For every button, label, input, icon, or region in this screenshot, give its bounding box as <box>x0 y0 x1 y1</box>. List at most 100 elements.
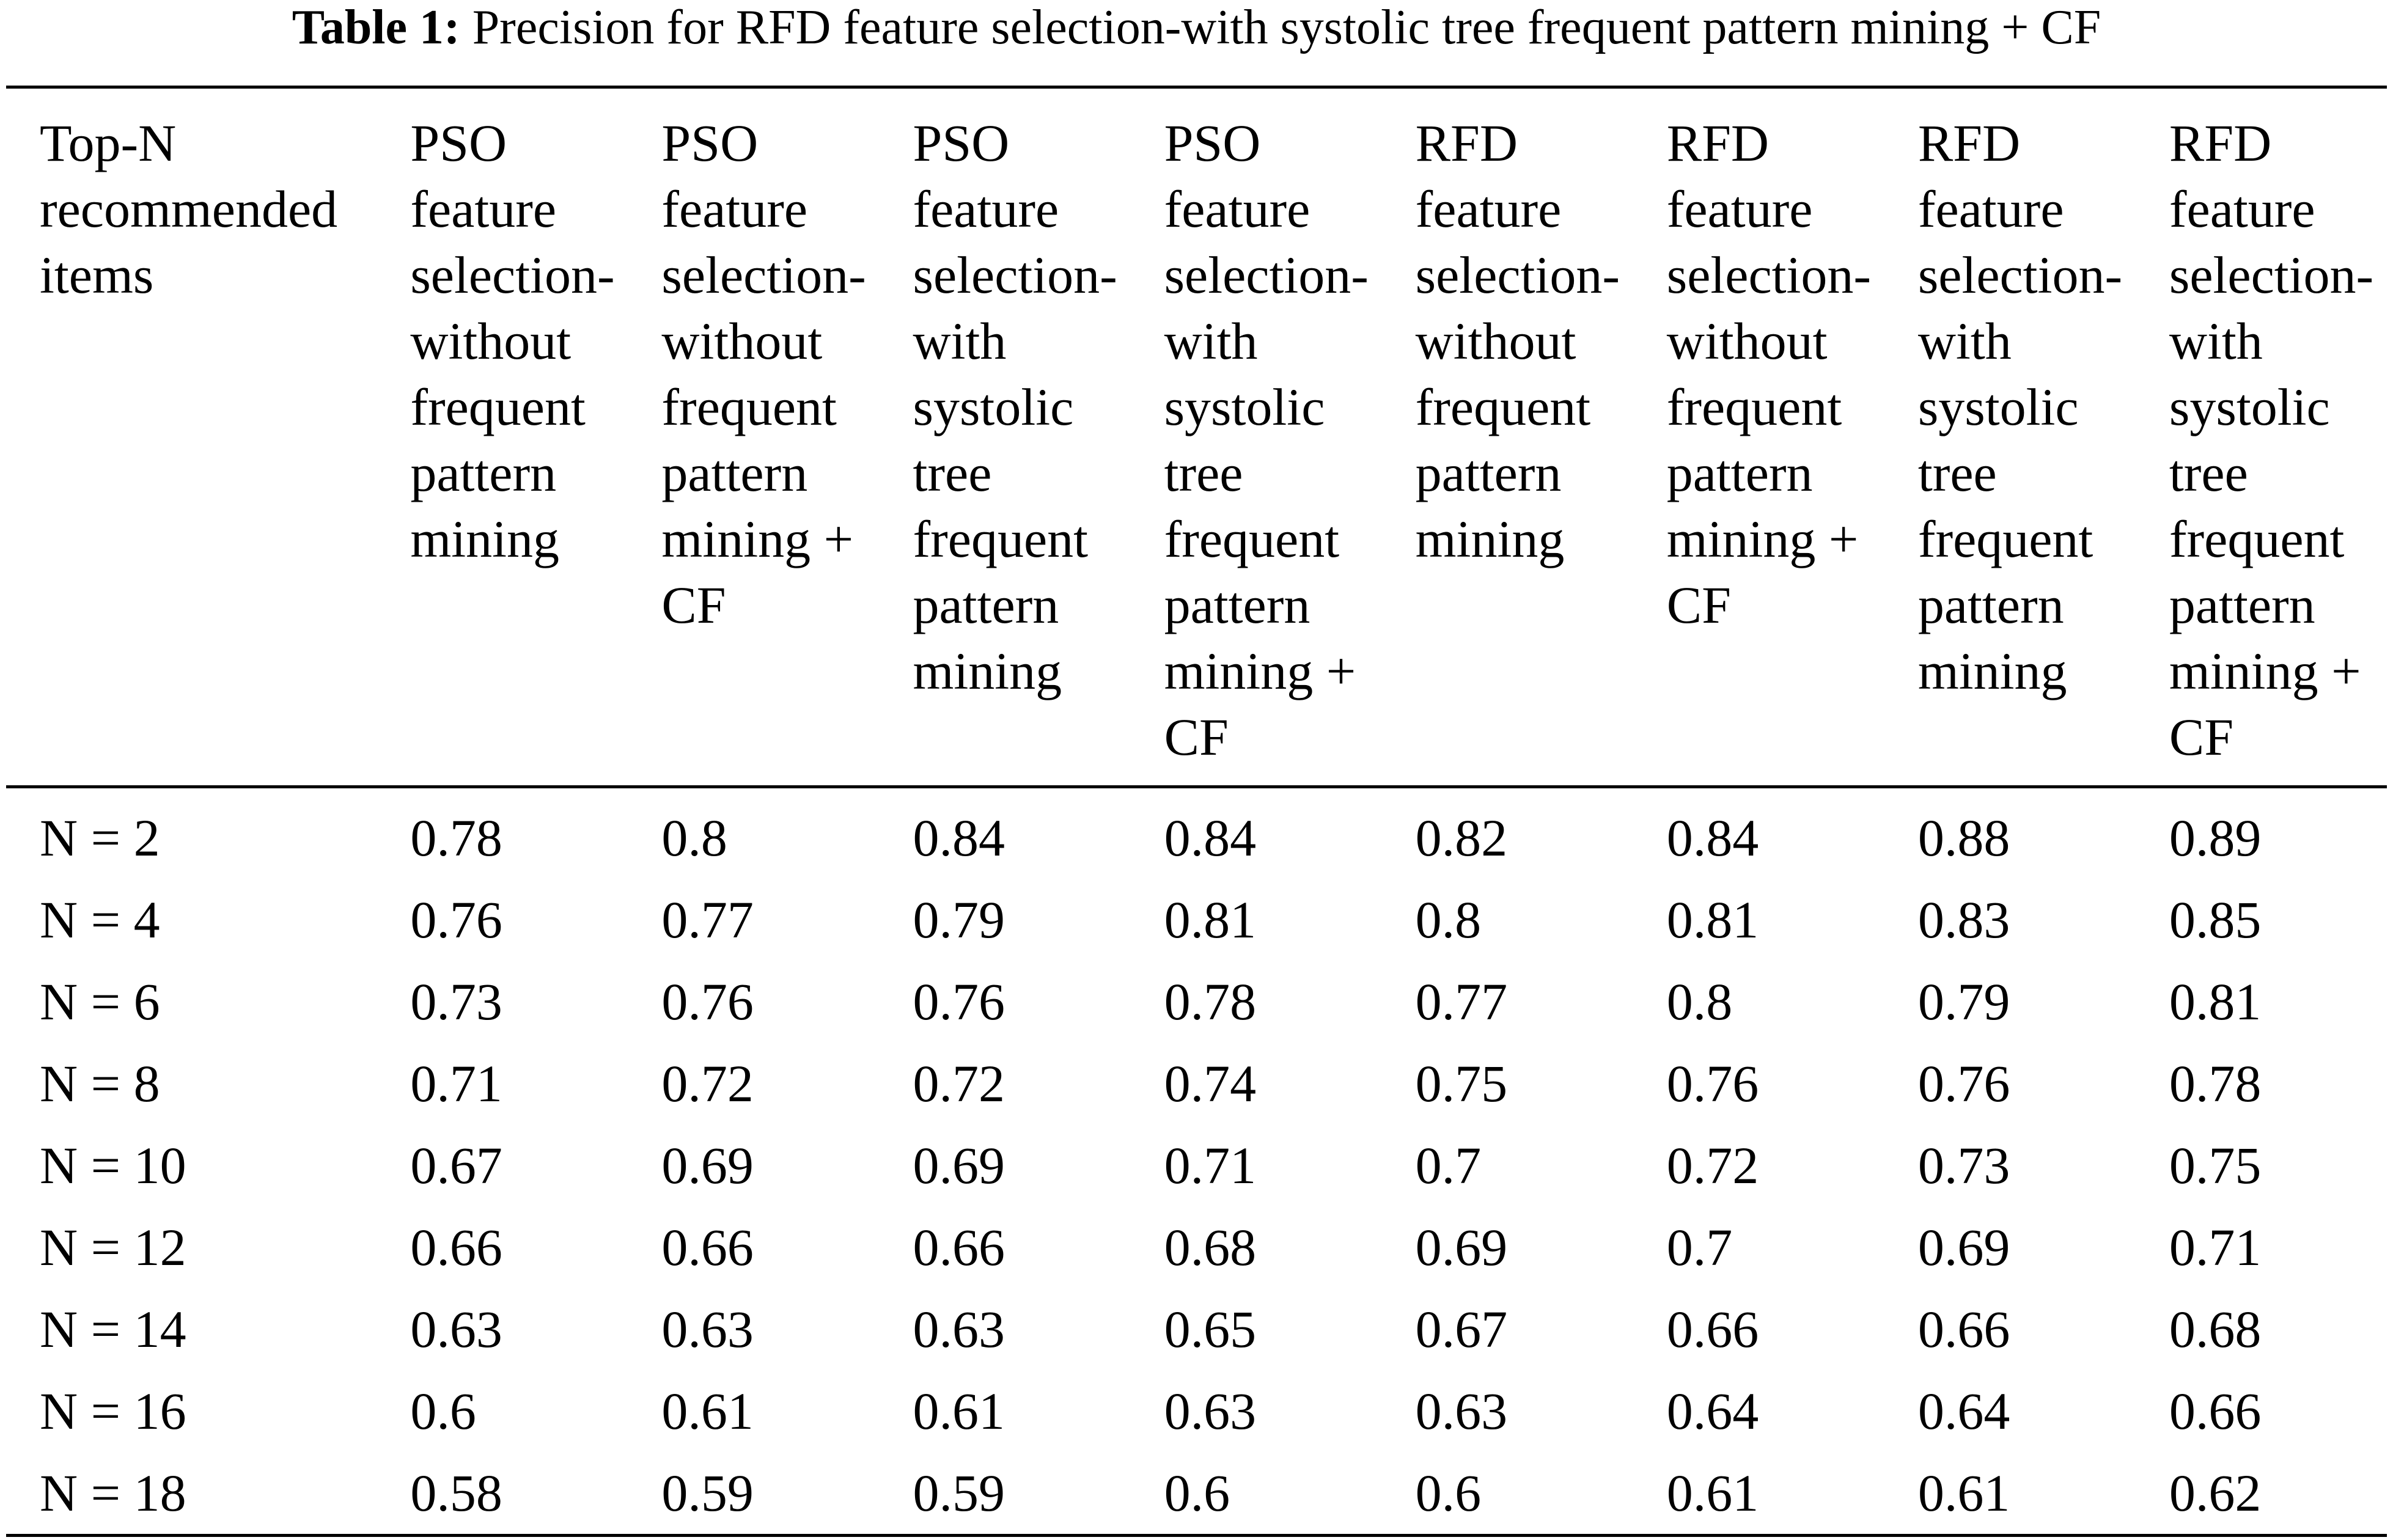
precision-cell: 0.77 <box>1415 972 1508 1031</box>
precision-cell: 0.68 <box>2169 1300 2262 1358</box>
caption-text: Precision for RFD feature selection-with… <box>472 1 2101 54</box>
table-body: N = 2 0.78 0.8 0.84 0.84 0.82 0.84 0.88 0.89 N = … <box>6 787 2387 1536</box>
precision-cell: 0.71 <box>410 1054 502 1113</box>
column-header: RFD feature selection- with systolic tre… <box>2169 114 2374 766</box>
table-header: Top-N recommended items PSO feature selec… <box>6 87 2387 787</box>
precision-cell: 0.69 <box>1415 1218 1508 1277</box>
precision-cell: 0.8 <box>661 809 727 867</box>
precision-cell: 0.63 <box>410 1300 502 1358</box>
table-row: N = 4 0.76 0.77 0.79 0.81 0.8 0.81 0.83 0.85 <box>6 879 2387 961</box>
precision-cell: 0.79 <box>913 890 1005 949</box>
precision-cell: 0.8 <box>1415 890 1482 949</box>
precision-cell: 0.66 <box>661 1218 754 1277</box>
precision-cell: 0.78 <box>410 809 502 867</box>
precision-cell: 0.65 <box>1164 1300 1257 1358</box>
precision-cell: 0.67 <box>410 1136 502 1195</box>
precision-cell: 0.78 <box>2169 1054 2262 1113</box>
caption-label: Table 1: <box>292 1 460 54</box>
column-header: PSO feature selection- with systolic tre… <box>1164 114 1369 766</box>
precision-cell: 0.61 <box>1666 1464 1759 1522</box>
precision-cell: 0.75 <box>1415 1054 1508 1113</box>
precision-cell: 0.84 <box>1666 809 1759 867</box>
precision-cell: 0.74 <box>1164 1054 1257 1113</box>
row-label-cell: N = 14 <box>40 1300 186 1358</box>
precision-cell: 0.84 <box>913 809 1005 867</box>
precision-cell: 0.76 <box>661 972 754 1031</box>
precision-cell: 0.82 <box>1415 809 1508 867</box>
column-header: RFD feature selection- without frequent … <box>1415 114 1620 568</box>
row-label-cell: N = 4 <box>40 890 160 949</box>
precision-cell: 0.73 <box>410 972 502 1031</box>
precision-cell: 0.69 <box>1917 1218 2010 1277</box>
precision-cell: 0.59 <box>913 1464 1005 1522</box>
precision-table: Top-N recommended items PSO feature selec… <box>6 86 2387 1537</box>
column-header: PSO feature selection- with systolic tre… <box>913 114 1117 700</box>
precision-cell: 0.66 <box>1666 1300 1759 1358</box>
table-row: N = 6 0.73 0.76 0.76 0.78 0.77 0.8 0.79 0.81 <box>6 961 2387 1043</box>
precision-cell: 0.59 <box>661 1464 754 1522</box>
precision-cell: 0.73 <box>1917 1136 2010 1195</box>
precision-cell: 0.63 <box>913 1300 1005 1358</box>
precision-cell: 0.63 <box>1164 1382 1257 1440</box>
precision-cell: 0.68 <box>1164 1218 1257 1277</box>
row-label-cell: N = 2 <box>40 809 160 867</box>
precision-cell: 0.66 <box>2169 1382 2262 1440</box>
precision-cell: 0.6 <box>410 1382 476 1440</box>
precision-cell: 0.69 <box>661 1136 754 1195</box>
table-row: N = 16 0.6 0.61 0.61 0.63 0.63 0.64 0.64 0.66 <box>6 1370 2387 1452</box>
precision-cell: 0.71 <box>2169 1218 2262 1277</box>
precision-cell: 0.76 <box>1666 1054 1759 1113</box>
column-header: PSO feature selection- without frequent … <box>661 114 866 634</box>
precision-cell: 0.62 <box>2169 1464 2262 1522</box>
precision-cell: 0.88 <box>1917 809 2010 867</box>
precision-cell: 0.81 <box>2169 972 2262 1031</box>
precision-cell: 0.67 <box>1415 1300 1508 1358</box>
precision-cell: 0.61 <box>661 1382 754 1440</box>
precision-cell: 0.6 <box>1164 1464 1230 1522</box>
row-label-cell: N = 12 <box>40 1218 186 1277</box>
precision-cell: 0.76 <box>1917 1054 2010 1113</box>
precision-cell: 0.66 <box>913 1218 1005 1277</box>
precision-cell: 0.83 <box>1917 890 2010 949</box>
precision-cell: 0.64 <box>1917 1382 2010 1440</box>
precision-cell: 0.61 <box>913 1382 1005 1440</box>
row-label-cell: N = 10 <box>40 1136 186 1195</box>
precision-cell: 0.66 <box>1917 1300 2010 1358</box>
precision-cell: 0.81 <box>1666 890 1759 949</box>
table-caption: Table 1: Precision for RFD feature selec… <box>0 0 2393 55</box>
precision-cell: 0.78 <box>1164 972 1257 1031</box>
precision-cell: 0.64 <box>1666 1382 1759 1440</box>
row-label-cell: N = 8 <box>40 1054 160 1113</box>
precision-cell: 0.76 <box>410 890 502 949</box>
precision-cell: 0.7 <box>1415 1136 1482 1195</box>
column-header: RFD feature selection- without frequent … <box>1666 114 1872 634</box>
precision-cell: 0.6 <box>1415 1464 1482 1522</box>
precision-cell: 0.76 <box>913 972 1005 1031</box>
precision-cell: 0.66 <box>410 1218 502 1277</box>
precision-cell: 0.84 <box>1164 809 1257 867</box>
precision-cell: 0.85 <box>2169 890 2262 949</box>
precision-cell: 0.72 <box>913 1054 1005 1113</box>
table-row: N = 18 0.58 0.59 0.59 0.6 0.6 0.61 0.61 0.62 <box>6 1452 2387 1536</box>
column-header-topn: Top-N recommended items <box>40 114 338 304</box>
table-row: N = 10 0.67 0.69 0.69 0.71 0.7 0.72 0.73 0.75 <box>6 1124 2387 1206</box>
precision-cell: 0.7 <box>1666 1218 1733 1277</box>
table-row: N = 14 0.63 0.63 0.63 0.65 0.67 0.66 0.66 0.68 <box>6 1288 2387 1370</box>
precision-cell: 0.79 <box>1917 972 2010 1031</box>
row-label-cell: N = 18 <box>40 1464 186 1522</box>
header-row: Top-N recommended items PSO feature selec… <box>6 87 2387 787</box>
precision-cell: 0.58 <box>410 1464 502 1522</box>
column-header: RFD feature selection- with systolic tre… <box>1917 114 2123 700</box>
table-row: N = 8 0.71 0.72 0.72 0.74 0.75 0.76 0.76 0.78 <box>6 1043 2387 1124</box>
precision-cell: 0.72 <box>1666 1136 1759 1195</box>
row-label-cell: N = 16 <box>40 1382 186 1440</box>
precision-cell: 0.81 <box>1164 890 1257 949</box>
precision-cell: 0.69 <box>913 1136 1005 1195</box>
precision-cell: 0.72 <box>661 1054 754 1113</box>
column-header: PSO feature selection- without frequent … <box>410 114 615 568</box>
precision-cell: 0.63 <box>661 1300 754 1358</box>
precision-cell: 0.8 <box>1666 972 1733 1031</box>
precision-cell: 0.61 <box>1917 1464 2010 1522</box>
precision-cell: 0.71 <box>1164 1136 1257 1195</box>
table-row: N = 2 0.78 0.8 0.84 0.84 0.82 0.84 0.88 0.89 <box>6 787 2387 879</box>
